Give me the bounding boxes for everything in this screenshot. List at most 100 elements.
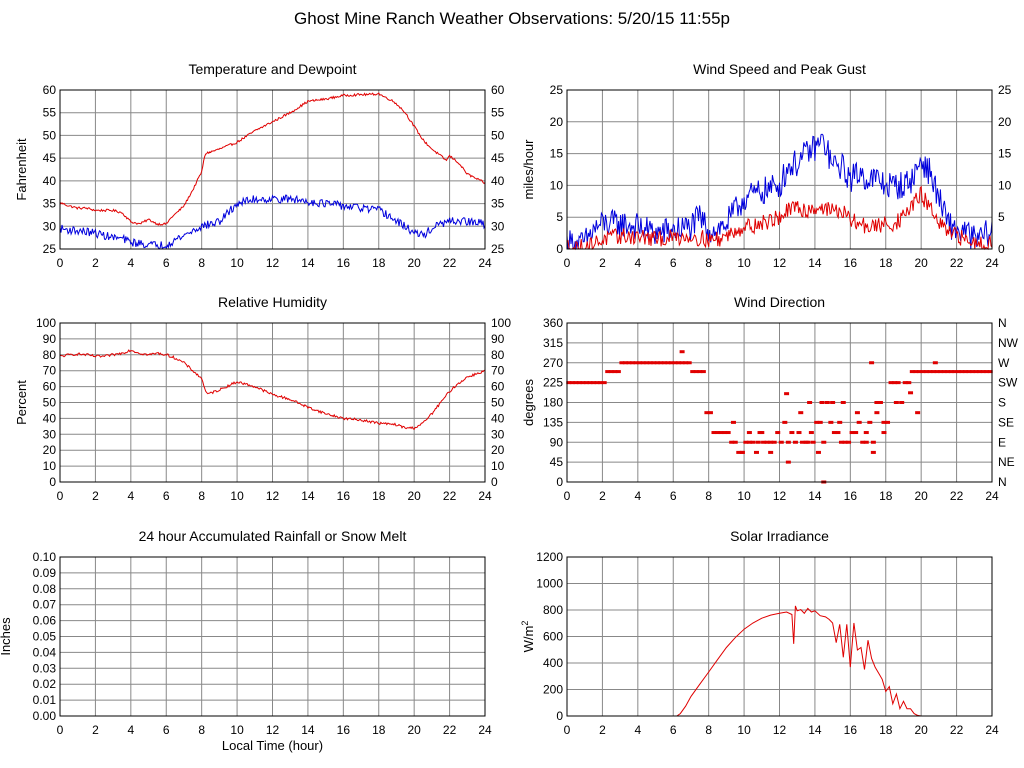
data-point <box>750 440 756 444</box>
data-point <box>637 361 643 365</box>
data-point <box>707 411 713 415</box>
y-tick-label: 600 <box>543 630 563 644</box>
y-tick-label: 0 <box>49 475 56 489</box>
x-tick-label: 8 <box>705 723 712 737</box>
x-tick-label: 16 <box>337 723 351 737</box>
right-tick-label: 20 <box>491 443 505 457</box>
x-tick-label: 14 <box>808 489 822 503</box>
data-point <box>828 420 834 424</box>
data-point <box>619 361 625 365</box>
right-tick-label: NW <box>998 336 1019 350</box>
data-point <box>945 370 951 374</box>
data-point <box>768 450 774 454</box>
x-tick-label: 2 <box>92 723 99 737</box>
x-tick-label: 10 <box>737 256 751 270</box>
x-tick-label: 16 <box>844 723 858 737</box>
data-point <box>736 450 742 454</box>
y-tick-label: 800 <box>543 603 563 617</box>
data-point <box>612 370 618 374</box>
grid <box>60 557 485 716</box>
x-tick-label: 6 <box>670 723 677 737</box>
y-tick-label: 5 <box>556 210 563 224</box>
data-point <box>583 381 589 385</box>
data-point <box>676 361 682 365</box>
data-point <box>856 420 862 424</box>
data-point <box>753 450 759 454</box>
series-line <box>566 133 993 250</box>
data-point <box>821 440 827 444</box>
y-tick-label: 20 <box>43 443 57 457</box>
data-point <box>874 401 880 404</box>
data-point <box>730 420 736 424</box>
data-point <box>704 411 710 415</box>
plot-frame <box>566 322 993 483</box>
x-tick-label: 6 <box>163 489 170 503</box>
chart-title: 24 hour Accumulated Rainfall or Snow Mel… <box>139 528 407 544</box>
data-point <box>759 431 765 435</box>
x-tick-label: 0 <box>564 723 571 737</box>
data-point <box>630 361 636 365</box>
right-tick-label: 60 <box>491 83 505 97</box>
page-title: Ghost Mine Ranch Weather Observations: 5… <box>294 9 730 28</box>
data-point <box>785 440 791 444</box>
x-tick-label: 0 <box>57 489 64 503</box>
y-tick-label: 25 <box>43 242 57 256</box>
data-point <box>987 370 993 374</box>
y-tick-label: 0.00 <box>33 709 57 723</box>
x-tick-label: 4 <box>634 256 641 270</box>
data-point <box>746 431 752 435</box>
y-tick-label: 25 <box>550 83 564 97</box>
series-line <box>59 349 486 430</box>
data-point <box>819 401 825 404</box>
x-tick-label: 0 <box>57 723 64 737</box>
data-point <box>893 401 899 404</box>
data-point <box>870 440 876 444</box>
data-point <box>938 370 944 374</box>
data-point <box>651 361 657 365</box>
chart-title: Temperature and Dewpoint <box>188 61 356 77</box>
data-point <box>952 370 958 374</box>
right-tick-label: SE <box>998 415 1014 429</box>
x-tick-label: 0 <box>564 256 571 270</box>
data-point <box>941 370 947 374</box>
data-point <box>923 370 929 374</box>
y-tick-label: 100 <box>36 316 56 330</box>
data-point <box>815 450 821 454</box>
data-point <box>863 431 869 435</box>
data-point <box>594 381 600 385</box>
data-point <box>959 370 965 374</box>
data-point <box>661 361 667 365</box>
y-tick-label: 45 <box>43 151 57 165</box>
x-tick-label: 4 <box>127 489 134 503</box>
x-tick-label: 6 <box>670 489 677 503</box>
y-tick-label: 180 <box>543 396 563 410</box>
data-point <box>984 370 990 374</box>
x-tick-label: 18 <box>372 489 386 503</box>
y-tick-label: 1200 <box>536 550 563 564</box>
x-tick-label: 20 <box>407 723 421 737</box>
y-tick-label: 30 <box>43 427 57 441</box>
series-line <box>566 185 993 251</box>
data-point <box>679 350 685 354</box>
chart-title: Solar Irradiance <box>730 528 829 544</box>
y-tick-label: 0.07 <box>33 598 57 612</box>
right-tick-label: 40 <box>491 174 505 188</box>
right-tick-label: 90 <box>491 332 505 346</box>
x-tick-label: 12 <box>266 256 280 270</box>
right-tick-label: 45 <box>491 151 505 165</box>
x-tick-label: 8 <box>198 489 205 503</box>
y-tick-label: 225 <box>543 376 563 390</box>
y-tick-label: 90 <box>43 332 57 346</box>
right-tick-label: W <box>998 356 1010 370</box>
data-point <box>591 381 597 385</box>
x-tick-label: 6 <box>163 256 170 270</box>
series-line <box>59 194 486 250</box>
data-point <box>970 370 976 374</box>
data-point <box>785 460 791 464</box>
data-point <box>824 401 830 404</box>
right-tick-label: S <box>998 396 1006 410</box>
y-tick-label: 50 <box>43 396 57 410</box>
x-tick-label: 20 <box>407 256 421 270</box>
